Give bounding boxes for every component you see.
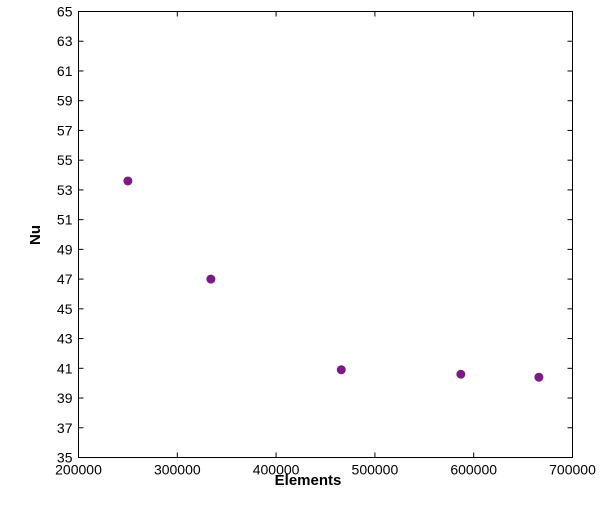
data-point xyxy=(336,365,346,375)
y-tick-label: 41 xyxy=(57,360,73,376)
y-tick-label: 65 xyxy=(57,4,73,20)
y-tick-label: 57 xyxy=(57,122,73,138)
x-tick-label: 400000 xyxy=(253,462,300,478)
y-tick-label: 53 xyxy=(57,182,73,198)
x-tick-label: 300000 xyxy=(154,462,201,478)
y-tick-label: 61 xyxy=(57,63,73,79)
x-axis-title: Elements xyxy=(275,472,342,489)
y-tick-label: 55 xyxy=(57,152,73,168)
y-tick-label: 51 xyxy=(57,212,73,228)
data-point xyxy=(206,274,216,284)
y-tick-label: 43 xyxy=(57,331,73,347)
plot-area-frame xyxy=(78,11,573,458)
y-axis: 35 37 39 41 43 45 47 49 51 53 55 57 59 61 63 65 xyxy=(57,4,573,466)
y-tick-label: 49 xyxy=(57,241,73,257)
data-point xyxy=(123,176,133,186)
data-point xyxy=(534,372,544,382)
y-tick-label: 47 xyxy=(57,271,73,287)
x-tick-label: 500000 xyxy=(352,462,399,478)
y-axis-title: Nu xyxy=(27,225,44,245)
data-points xyxy=(123,176,544,382)
x-tick-label: 600000 xyxy=(450,462,497,478)
x-axis: 200000 300000 400000 500000 600000 700000 xyxy=(55,11,596,478)
data-point xyxy=(456,369,466,379)
y-tick-label: 63 xyxy=(57,33,73,49)
y-tick-label: 45 xyxy=(57,301,73,317)
x-tick-label: 200000 xyxy=(55,462,102,478)
x-tick-label: 700000 xyxy=(549,462,596,478)
y-tick-label: 35 xyxy=(57,450,73,466)
y-tick-label: 59 xyxy=(57,93,73,109)
y-tick-label: 39 xyxy=(57,390,73,406)
y-tick-label: 37 xyxy=(57,420,73,436)
